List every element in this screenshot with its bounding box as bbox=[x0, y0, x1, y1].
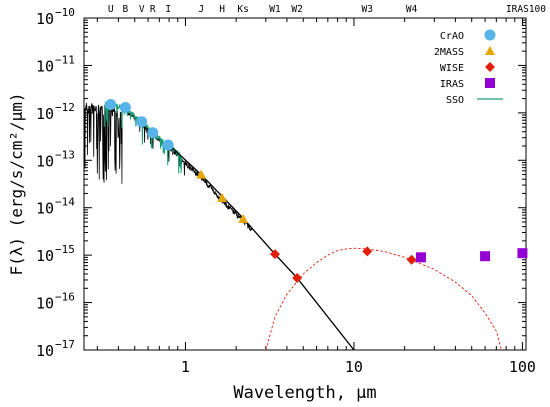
band-label: J bbox=[198, 4, 204, 15]
dust-fit-line bbox=[265, 247, 502, 350]
legend-label: 2MASS bbox=[434, 47, 464, 58]
plot-frame bbox=[83, 17, 527, 351]
y-tick-exponent: −15 bbox=[55, 243, 75, 256]
y-tick-label: 10 bbox=[36, 105, 54, 123]
y-tick-label: 10 bbox=[36, 295, 54, 313]
band-label: W2 bbox=[291, 4, 302, 15]
y-tick-exponent: −13 bbox=[55, 148, 75, 161]
band-label: W3 bbox=[362, 4, 373, 15]
band-label: H bbox=[219, 4, 225, 15]
band-label: R bbox=[150, 4, 156, 15]
wise-point bbox=[362, 246, 373, 257]
band-label: IRAS100 bbox=[506, 4, 546, 15]
legend-square-marker bbox=[485, 78, 495, 88]
y-tick-label: 10 bbox=[36, 342, 54, 360]
band-label: W4 bbox=[406, 4, 418, 15]
crao-point bbox=[119, 101, 131, 113]
y-tick-exponent: −16 bbox=[55, 291, 75, 304]
plot-area bbox=[84, 100, 502, 350]
stellar-fit-line bbox=[168, 144, 355, 350]
y-tick-exponent: −11 bbox=[55, 53, 75, 66]
wise-point bbox=[269, 249, 280, 260]
legend-label: WISE bbox=[440, 63, 464, 74]
iras-point bbox=[480, 251, 491, 262]
wise-point bbox=[292, 272, 303, 283]
legend-diamond-marker bbox=[485, 62, 495, 72]
band-label: V bbox=[139, 4, 145, 15]
y-axis-label: F(λ) (erg/s/cm²/μm) bbox=[7, 92, 26, 275]
y-tick-label: 10 bbox=[36, 152, 54, 170]
y-tick-label: 10 bbox=[36, 200, 54, 218]
legend-triangle-marker bbox=[485, 46, 495, 55]
2mass-point bbox=[217, 193, 228, 203]
x-tick-label: 10 bbox=[345, 358, 363, 376]
x-axis-label: Wavelength, μm bbox=[233, 383, 376, 403]
y-tick-label: 10 bbox=[36, 247, 54, 265]
x-tick-label: 1 bbox=[181, 358, 190, 376]
y-tick-exponent: −10 bbox=[55, 6, 75, 19]
y-tick-exponent: −17 bbox=[55, 338, 75, 351]
y-tick-exponent: −12 bbox=[55, 101, 75, 114]
wise-point bbox=[406, 254, 417, 265]
y-tick-label: 10 bbox=[36, 57, 54, 75]
2mass-point bbox=[196, 169, 207, 179]
legend-circle-marker bbox=[484, 29, 496, 41]
crao-point bbox=[162, 139, 174, 151]
band-label: B bbox=[123, 4, 129, 15]
2mass-point bbox=[238, 213, 249, 223]
x-tick-label: 100 bbox=[509, 358, 536, 376]
crao-point bbox=[147, 127, 159, 139]
y-tick-exponent: −14 bbox=[55, 196, 75, 209]
band-label: Ks bbox=[237, 4, 248, 15]
y-tick-label: 10 bbox=[36, 10, 54, 28]
stellar-spectrum bbox=[84, 102, 253, 232]
legend-label: IRAS bbox=[440, 79, 464, 90]
iras-point bbox=[415, 252, 426, 263]
band-label: U bbox=[108, 4, 114, 15]
legend-label: CrAO bbox=[440, 31, 464, 42]
iras-point bbox=[517, 248, 528, 259]
crao-point bbox=[105, 99, 117, 111]
band-label: I bbox=[165, 4, 171, 15]
legend-label: SSO bbox=[446, 95, 464, 106]
band-label: W1 bbox=[269, 4, 281, 15]
crao-point bbox=[136, 116, 148, 128]
